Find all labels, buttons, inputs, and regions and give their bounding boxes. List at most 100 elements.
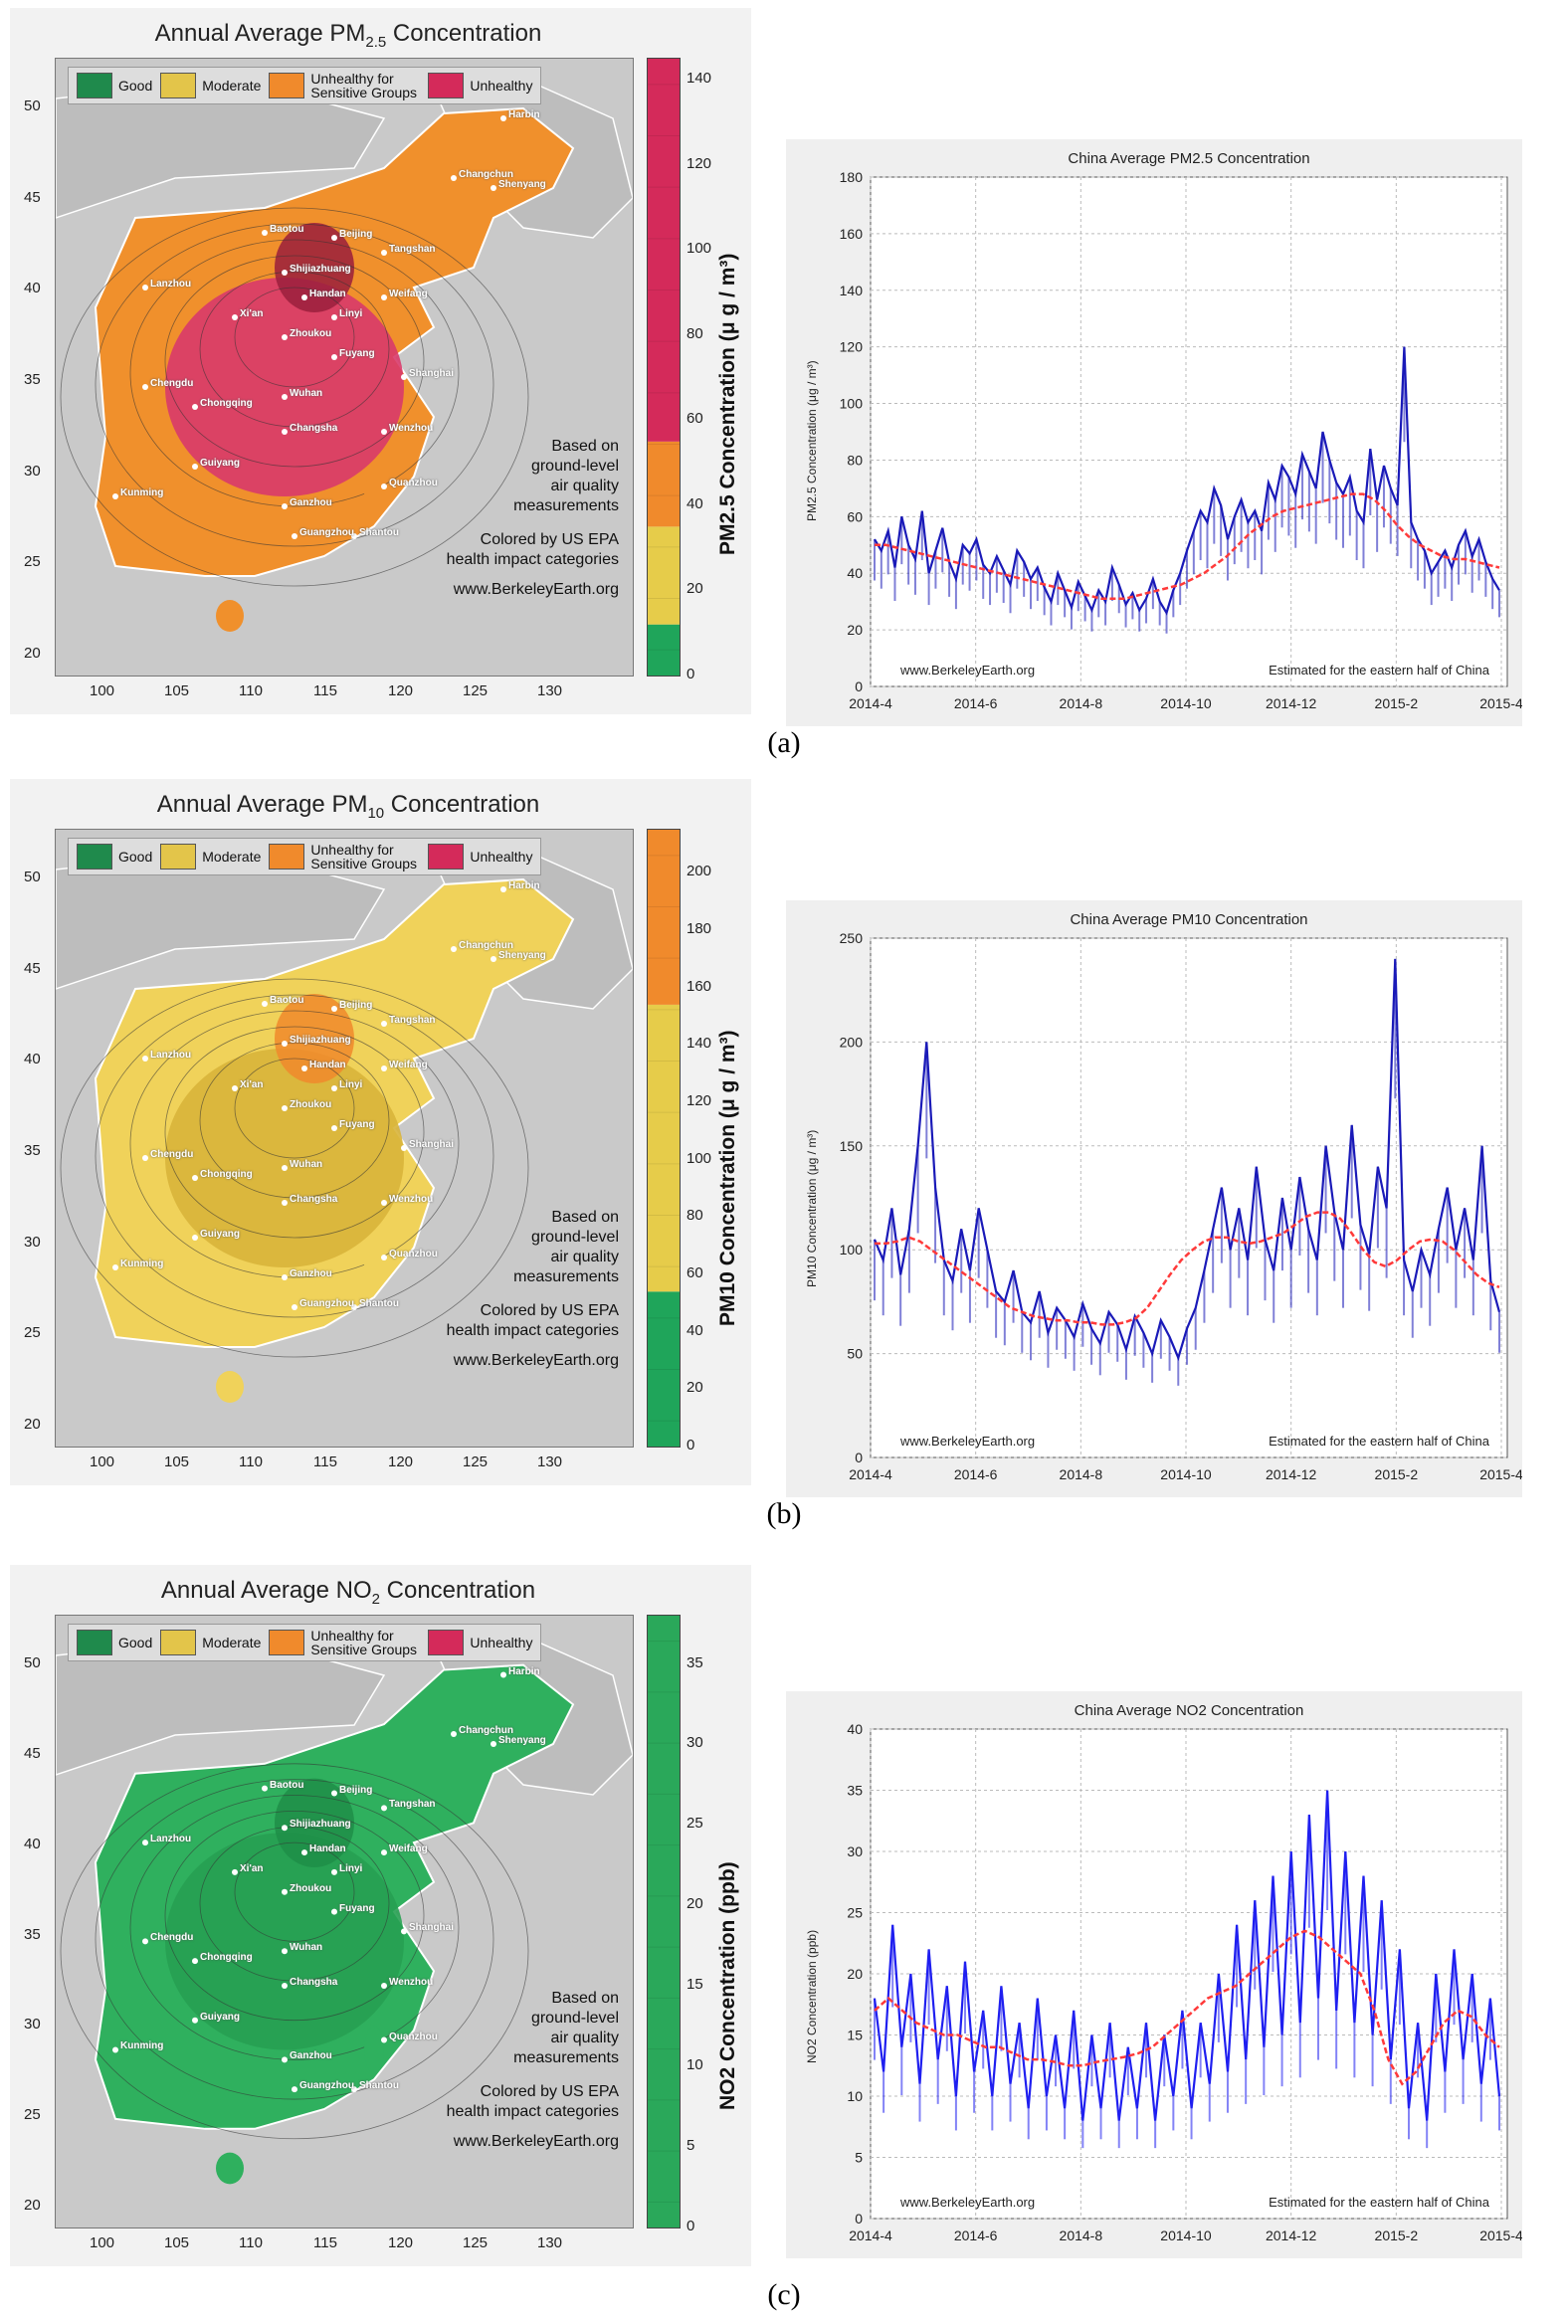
city-marker — [401, 374, 407, 380]
y-tick-label: 200 — [840, 1034, 864, 1050]
colorbar-band — [648, 1616, 680, 2227]
city-label: Linyi — [339, 1079, 363, 1090]
legend-label: Unhealthy for Sensitive Groups — [310, 842, 418, 872]
city-marker — [282, 270, 288, 276]
x-tick-label: 2014-8 — [1060, 1466, 1103, 1482]
colorbar-band — [648, 441, 680, 527]
panel-caption: (b) — [766, 1497, 802, 1530]
city-label: Harbin — [508, 880, 540, 891]
chart-website: www.BerkeleyEarth.org — [899, 1434, 1035, 1449]
city-marker — [192, 1958, 198, 1965]
city-label: Xi'an — [240, 1079, 264, 1090]
contour-line — [95, 994, 494, 1318]
colorbar-tick: 25 — [686, 1815, 703, 1833]
longitude-tick: 130 — [537, 1453, 563, 1470]
map-panel: Annual Average PM2.5 Concentration Harbin… — [10, 8, 751, 714]
y-tick-label: 0 — [855, 678, 863, 694]
map-title-suffix: Concentration — [379, 1577, 536, 1604]
city-label: Handan — [309, 1843, 346, 1855]
high-concentration-zone — [165, 1049, 404, 1267]
city-label: Tangshan — [389, 1015, 436, 1026]
y-tick-label: 40 — [847, 565, 863, 581]
city-label: Chengdu — [150, 1932, 194, 1944]
legend-swatch — [160, 1630, 197, 1655]
credit-line: health impact categories — [446, 2103, 619, 2120]
city-marker — [192, 1175, 198, 1181]
city-marker — [381, 294, 387, 300]
city-marker — [112, 2046, 118, 2053]
latitude-tick: 20 — [24, 645, 41, 662]
city-label: Wuhan — [290, 1159, 323, 1170]
city-label: Shijiazhuang — [290, 264, 351, 275]
city-label: Fuyang — [339, 1119, 375, 1130]
longitude-tick: 110 — [239, 2234, 263, 2251]
longitude-tick: 100 — [90, 2234, 115, 2251]
average-series-line — [875, 492, 1500, 601]
y-tick-label: 60 — [847, 508, 863, 524]
legend-swatch — [77, 1630, 112, 1655]
city-marker — [142, 285, 148, 290]
colorbar-label: NO2 Concentration (ppb) — [716, 1860, 739, 2110]
city-marker — [381, 1021, 387, 1027]
high-concentration-zone — [165, 1833, 404, 2050]
city-label: Shantou — [359, 1298, 399, 1309]
latitude-tick: 25 — [24, 2106, 41, 2124]
city-marker — [381, 2036, 387, 2043]
city-label: Weifang — [389, 289, 428, 299]
colorbar-band — [648, 1004, 680, 1292]
y-tick-label: 180 — [840, 169, 864, 185]
chart-title: China Average NO2 Concentration — [1075, 1702, 1304, 1719]
map-svg — [56, 59, 633, 676]
map-title: Annual Average NO2 Concentration — [70, 1577, 627, 1608]
x-tick-label: 2014-6 — [954, 695, 998, 711]
city-marker — [192, 464, 198, 470]
city-marker — [282, 1274, 288, 1280]
city-label: Beijing — [339, 229, 373, 240]
colorbar-tick: 120 — [686, 1091, 712, 1109]
city-marker — [301, 1849, 307, 1856]
city-label: Zhoukou — [290, 328, 332, 339]
x-tick-label: 2014-8 — [1060, 2227, 1103, 2243]
longitude-tick: 125 — [463, 1453, 489, 1470]
daily-series-line — [874, 346, 1500, 616]
colorbar-tick: 20 — [686, 580, 703, 598]
city-label: Wuhan — [290, 388, 323, 399]
latitude-tick: 45 — [24, 188, 41, 206]
city-label: Chongqing — [200, 1169, 253, 1180]
map-legend: Good Moderate Unhealthy for Sensitive Grou… — [68, 838, 542, 875]
legend-label: Unhealthy for Sensitive Groups — [310, 1628, 418, 1657]
colorbar-tick: 0 — [686, 1437, 695, 1453]
city-marker — [192, 404, 198, 410]
panel-caption: (a) — [767, 726, 801, 759]
city-marker — [381, 1849, 387, 1856]
longitude-tick: 105 — [164, 2234, 190, 2251]
map-website: www.BerkeleyEarth.org — [453, 581, 619, 598]
map-title-sub: 10 — [367, 804, 385, 822]
x-tick-label: 2014-4 — [849, 2227, 892, 2243]
peak-concentration-zone — [275, 994, 354, 1083]
city-marker — [490, 1740, 496, 1747]
y-tick-label: 35 — [847, 1783, 863, 1799]
y-tick-label: 150 — [840, 1138, 864, 1154]
latitude-tick: 50 — [24, 97, 41, 114]
city-label: Changchun — [459, 169, 513, 180]
map-title-suffix: Concentration — [386, 20, 542, 47]
y-tick-label: 25 — [847, 1905, 863, 1921]
colorbar-tick: 30 — [686, 1734, 703, 1752]
city-label: Changchun — [459, 940, 513, 951]
map-panel: Annual Average NO2 Concentration Harbin Ch… — [10, 1565, 751, 2266]
taiwan-island — [364, 2026, 384, 2074]
contour-line — [199, 271, 390, 428]
colorbar-tick: 100 — [686, 240, 712, 258]
latitude-tick: 45 — [24, 959, 41, 977]
colorbar-band — [648, 59, 680, 442]
contour-line — [129, 1010, 460, 1278]
city-marker — [282, 394, 288, 400]
legend-item: Unhealthy for Sensitive Groups — [269, 1629, 420, 1656]
contour-line — [164, 255, 425, 468]
city-marker — [142, 1056, 148, 1062]
credit-line: health impact categories — [446, 1322, 619, 1339]
legend-swatch — [428, 73, 465, 98]
note-line: Based on — [551, 1990, 619, 2007]
city-label: Baotou — [270, 995, 304, 1006]
